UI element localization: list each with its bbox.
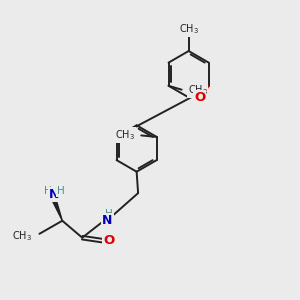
Text: N: N [49,188,59,201]
Text: N: N [102,214,112,227]
Text: $\mathregular{CH_3}$: $\mathregular{CH_3}$ [115,128,135,142]
Polygon shape [52,200,62,221]
Text: H: H [105,209,113,219]
Text: H: H [44,186,52,196]
Text: O: O [194,91,206,103]
Text: $\mathregular{CH_3}$: $\mathregular{CH_3}$ [12,229,32,243]
Text: O: O [103,234,115,247]
Text: $\mathregular{CH_3}$: $\mathregular{CH_3}$ [178,22,199,36]
Text: $\mathregular{CH_3}$: $\mathregular{CH_3}$ [188,83,208,97]
Text: H: H [57,186,65,196]
